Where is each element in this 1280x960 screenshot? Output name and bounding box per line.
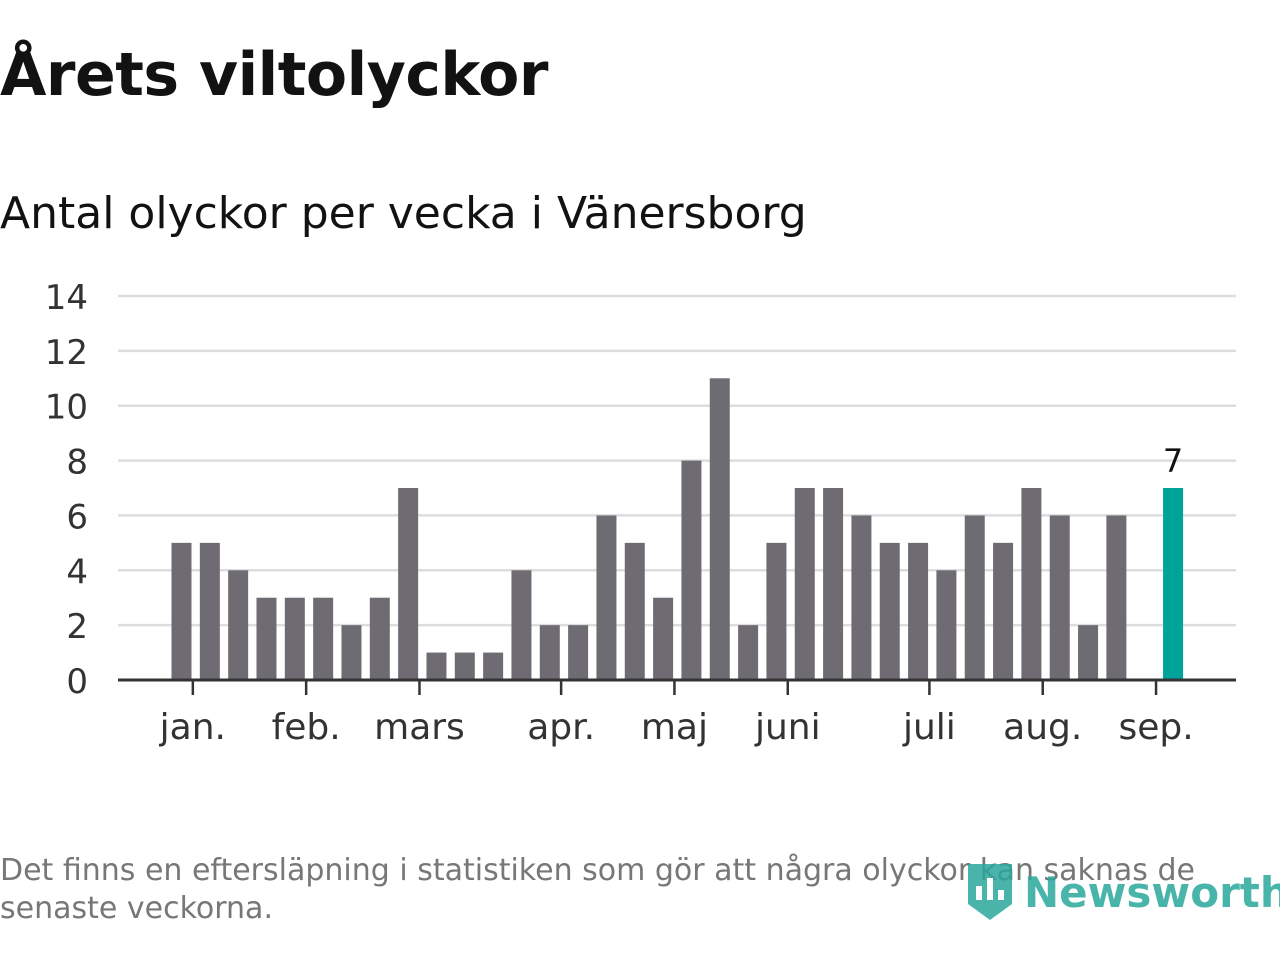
bar [624, 542, 645, 680]
bar [851, 515, 872, 680]
bar [483, 652, 504, 680]
bar [568, 625, 589, 680]
y-tick-label: 14 [45, 278, 88, 318]
bar [596, 515, 617, 680]
bar [256, 597, 277, 680]
bar [454, 652, 475, 680]
bar [993, 542, 1014, 680]
y-tick-label: 12 [45, 333, 88, 373]
bar [936, 570, 957, 680]
bar [794, 488, 815, 680]
bar [738, 625, 759, 680]
highlight-value-label: 7 [1163, 442, 1183, 480]
bar [313, 597, 334, 680]
bar [171, 542, 192, 680]
y-tick-label: 8 [66, 443, 88, 483]
y-tick-label: 10 [45, 388, 88, 428]
x-tick-label-8: sep. [1118, 707, 1193, 748]
x-tick-label-3: apr. [527, 707, 595, 748]
x-tick-label-6: juli [902, 707, 956, 748]
bar-highlight [1163, 488, 1184, 680]
bar [1078, 625, 1099, 680]
bar [398, 488, 419, 680]
bar [653, 597, 674, 680]
bar [341, 625, 362, 680]
bar [908, 542, 929, 680]
bar [284, 597, 305, 680]
bar [511, 570, 532, 680]
bar [709, 378, 730, 680]
bar [369, 597, 390, 680]
bar [199, 542, 220, 680]
bar [1049, 515, 1070, 680]
x-tick-label-1: feb. [272, 707, 341, 748]
x-tick-label-7: aug. [1003, 707, 1082, 748]
x-tick-label-0: jan. [159, 707, 226, 748]
bar-chart: 0 2 4 6 8 10 12 14 7 jan. feb. mars apr. maj juni juli a… [45, 278, 1236, 748]
bar [539, 625, 560, 680]
newsworthy-logo: Newsworthy [964, 860, 1280, 924]
bar [1021, 488, 1042, 680]
y-tick-label: 2 [66, 607, 88, 647]
x-tick-label-2: mars [374, 707, 465, 748]
chart-subtitle: Antal olyckor per vecka i Vänersborg [0, 188, 807, 239]
bar [879, 542, 900, 680]
bar [964, 515, 985, 680]
x-tick-label-5: juni [754, 707, 821, 748]
bar [228, 570, 249, 680]
bar [1106, 515, 1127, 680]
y-tick-label: 4 [66, 552, 88, 592]
y-tick-label: 0 [66, 662, 88, 702]
bar [426, 652, 447, 680]
y-tick-label: 6 [66, 497, 88, 537]
bar [681, 460, 702, 680]
x-tick-label-4: maj [641, 707, 708, 748]
newsworthy-logo-icon [968, 864, 1012, 920]
chart-title: Årets viltolyckor [0, 40, 549, 110]
bar [766, 542, 787, 680]
newsworthy-logo-text: Newsworthy [1024, 867, 1280, 917]
bar [823, 488, 844, 680]
